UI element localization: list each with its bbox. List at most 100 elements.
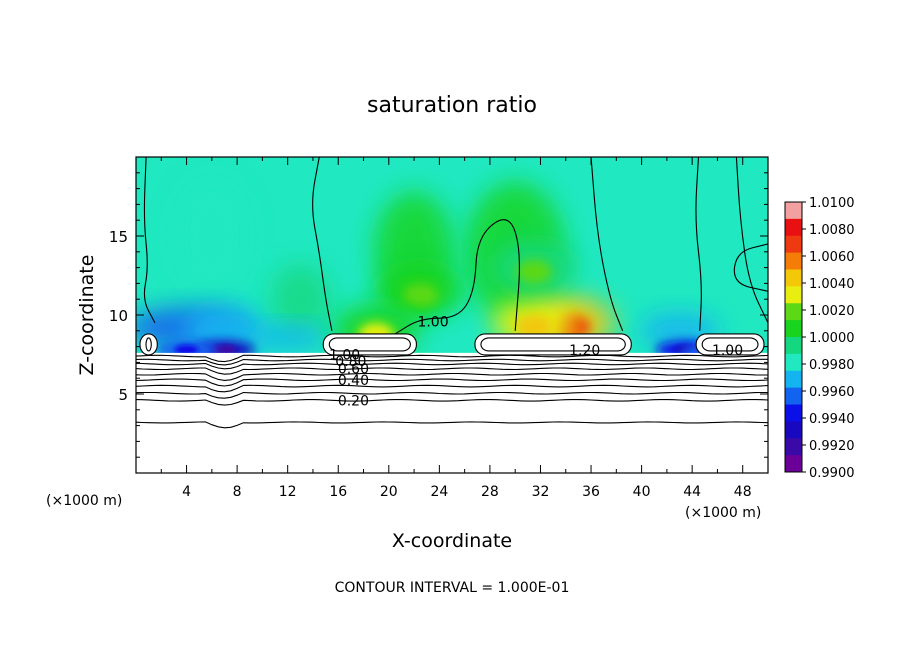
cloud-outline-inner (328, 337, 411, 352)
y-tick-label: 10 (109, 307, 128, 325)
colorbar-swatch (785, 438, 802, 456)
x-tick-label: 24 (430, 484, 448, 500)
colorbar-swatch (785, 404, 802, 422)
cloud-outline (695, 333, 765, 356)
supersaturation-peak-core (516, 259, 553, 284)
colorbar-swatch (785, 202, 802, 220)
x-unit-label-right: (×1000 m) (685, 505, 761, 521)
field-blob (247, 325, 328, 350)
colorbar-tick-label: 1.0060 (809, 250, 855, 265)
colorbar-swatch (785, 387, 802, 405)
contour-line-1-00 (735, 157, 768, 324)
y-tick-label: 15 (109, 228, 128, 246)
cloud-outline-inner (701, 337, 759, 352)
contour-labels: 1.001.20 1.001.000.800.600.400.20 (329, 314, 743, 409)
colorbar-tick-label: 0.9900 (809, 466, 855, 481)
colorbar-swatch (785, 252, 802, 270)
x-tick-label: 32 (532, 484, 550, 500)
x-tick-label: 4 (182, 484, 191, 500)
x-tick-label: 48 (734, 484, 752, 500)
x-unit-label: (×1000 m) (46, 493, 122, 509)
colorbar-swatch (785, 370, 802, 389)
colorbar-swatch (785, 269, 802, 287)
field-blob (171, 176, 252, 296)
contour-line-1-00 (143, 157, 156, 324)
y-axis-label: Z-coordinate (76, 255, 98, 376)
cloud-outline (322, 333, 417, 356)
subsaturation-spot-core (212, 344, 237, 355)
cloud-outline (139, 333, 158, 356)
contour-line-1-00 (733, 243, 768, 292)
contour-line (136, 367, 768, 375)
subsaturation-spot-core (174, 344, 199, 355)
x-tick-label: 28 (481, 484, 499, 500)
contour-line-1-00 (590, 157, 624, 332)
contour-line (136, 372, 768, 381)
colorbar-swatch (785, 235, 802, 254)
x-tick-label: 40 (633, 484, 651, 500)
cloud-outline-inner (145, 337, 152, 352)
colorbar-tick-label: 0.9920 (809, 439, 855, 454)
cloud-region (140, 333, 158, 355)
x-tick-label: 20 (380, 484, 398, 500)
contour-line (136, 354, 768, 363)
colorbar-swatch (785, 353, 802, 372)
contour-label: 1.20 (569, 343, 600, 359)
contour-lines (136, 157, 768, 429)
contour-line (136, 378, 768, 387)
x-tick-label: 8 (233, 484, 242, 500)
contour-line (136, 362, 768, 370)
contour-label: 0.80 (335, 354, 366, 370)
contour-label: 0.60 (338, 362, 369, 378)
cloud-region (474, 333, 632, 355)
cloud-region (696, 333, 764, 355)
x-tick-label: 16 (329, 484, 347, 500)
contour-line (136, 358, 768, 366)
y-tick-label: 5 (118, 386, 128, 404)
colorbar-swatch (785, 286, 802, 304)
contour-interval-footer: CONTOUR INTERVAL = 1.000E-01 (335, 580, 570, 596)
x-tick-label: 12 (279, 484, 297, 500)
colorbar-tick-label: 0.9960 (809, 385, 855, 400)
field-blob (270, 264, 331, 335)
cloud-outline (474, 333, 632, 356)
colorbar-tick-label: 1.0020 (809, 304, 855, 319)
contour-label: 1.00 (712, 343, 743, 359)
x-tick-label: 44 (683, 484, 701, 500)
colorbar-tick-label: 1.0040 (809, 277, 855, 292)
x-tick-label: 36 (582, 484, 600, 500)
colorbar-tick-label: 1.0000 (809, 331, 855, 346)
colorbar-tick-label: 0.9980 (809, 358, 855, 373)
cloud-region (323, 333, 417, 355)
heatmap-field (136, 157, 768, 473)
colorbar-swatch (785, 320, 802, 338)
contour-line (136, 399, 768, 406)
colorbar-swatch (785, 421, 802, 439)
chart-title: saturation ratio (367, 93, 537, 118)
contour-label: 0.20 (338, 393, 369, 409)
colorbar-tick-label: 1.0100 (809, 196, 855, 211)
colorbar-swatch (785, 337, 802, 355)
supersaturation-peak-core (516, 314, 553, 339)
colorbar-tick-label: 0.9940 (809, 412, 855, 427)
contour-line (136, 391, 768, 399)
colorbar: 1.0100 1.0080 1.0060 1.0040 1.0020 1.0000 0.99… (784, 196, 855, 481)
contour-line (136, 421, 768, 429)
contour-line-1-00 (312, 157, 333, 331)
colorbar-swatch (785, 303, 802, 321)
contour-label: 1.00 (417, 314, 448, 330)
cloud-outline-inner (480, 337, 626, 352)
masked-lower-region (136, 352, 768, 473)
colorbar-swatch (785, 455, 802, 473)
contour-line-1-00 (695, 157, 702, 331)
contour-line (136, 384, 768, 393)
contour-label: 1.00 (329, 348, 360, 364)
colorbar-tick-label: 1.0080 (809, 223, 855, 238)
contour-label: 0.40 (338, 373, 369, 389)
x-axis-label: X-coordinate (392, 530, 512, 552)
supersaturation-peak-core (402, 283, 439, 308)
contour-line-1-00 (394, 219, 520, 335)
colorbar-swatch (785, 218, 802, 237)
